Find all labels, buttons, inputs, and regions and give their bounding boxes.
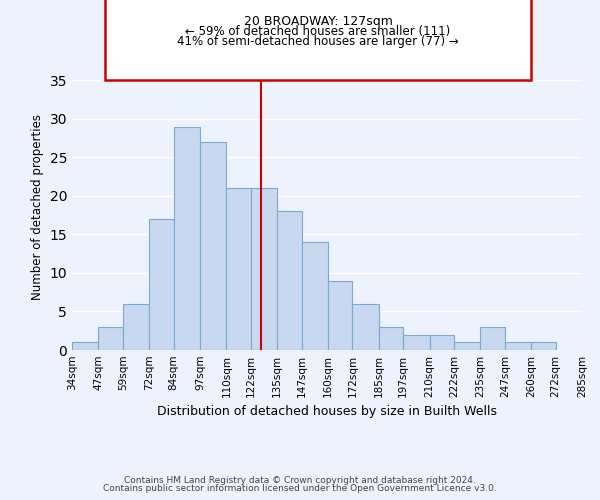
Bar [302, 242, 328, 350]
Text: ← 59% of detached houses are smaller (111): ← 59% of detached houses are smaller (11… [185, 25, 451, 38]
Bar [226, 188, 251, 350]
Bar [149, 219, 173, 350]
Bar [173, 126, 200, 350]
Bar [200, 142, 226, 350]
Bar [352, 304, 379, 350]
Text: Contains public sector information licensed under the Open Government Licence v3: Contains public sector information licen… [103, 484, 497, 493]
Bar [123, 304, 149, 350]
Bar [379, 327, 403, 350]
Bar [505, 342, 531, 350]
Text: Size of property relative to detached houses in Builth Wells: Size of property relative to detached ho… [119, 20, 481, 33]
Bar [454, 342, 481, 350]
Text: 20, BROADWAY, BUILTH WELLS, LD2 3DB: 20, BROADWAY, BUILTH WELLS, LD2 3DB [127, 0, 473, 12]
Text: Contains HM Land Registry data © Crown copyright and database right 2024.: Contains HM Land Registry data © Crown c… [124, 476, 476, 485]
Bar [531, 342, 556, 350]
Bar [328, 280, 352, 350]
X-axis label: Distribution of detached houses by size in Builth Wells: Distribution of detached houses by size … [157, 406, 497, 418]
Text: 20 BROADWAY: 127sqm: 20 BROADWAY: 127sqm [244, 15, 392, 28]
Bar [277, 212, 302, 350]
Bar [251, 188, 277, 350]
Bar [98, 327, 123, 350]
Y-axis label: Number of detached properties: Number of detached properties [31, 114, 44, 300]
Text: 41% of semi-detached houses are larger (77) →: 41% of semi-detached houses are larger (… [177, 35, 459, 48]
Bar [430, 334, 454, 350]
Bar [403, 334, 430, 350]
Bar [72, 342, 98, 350]
Bar [481, 327, 505, 350]
